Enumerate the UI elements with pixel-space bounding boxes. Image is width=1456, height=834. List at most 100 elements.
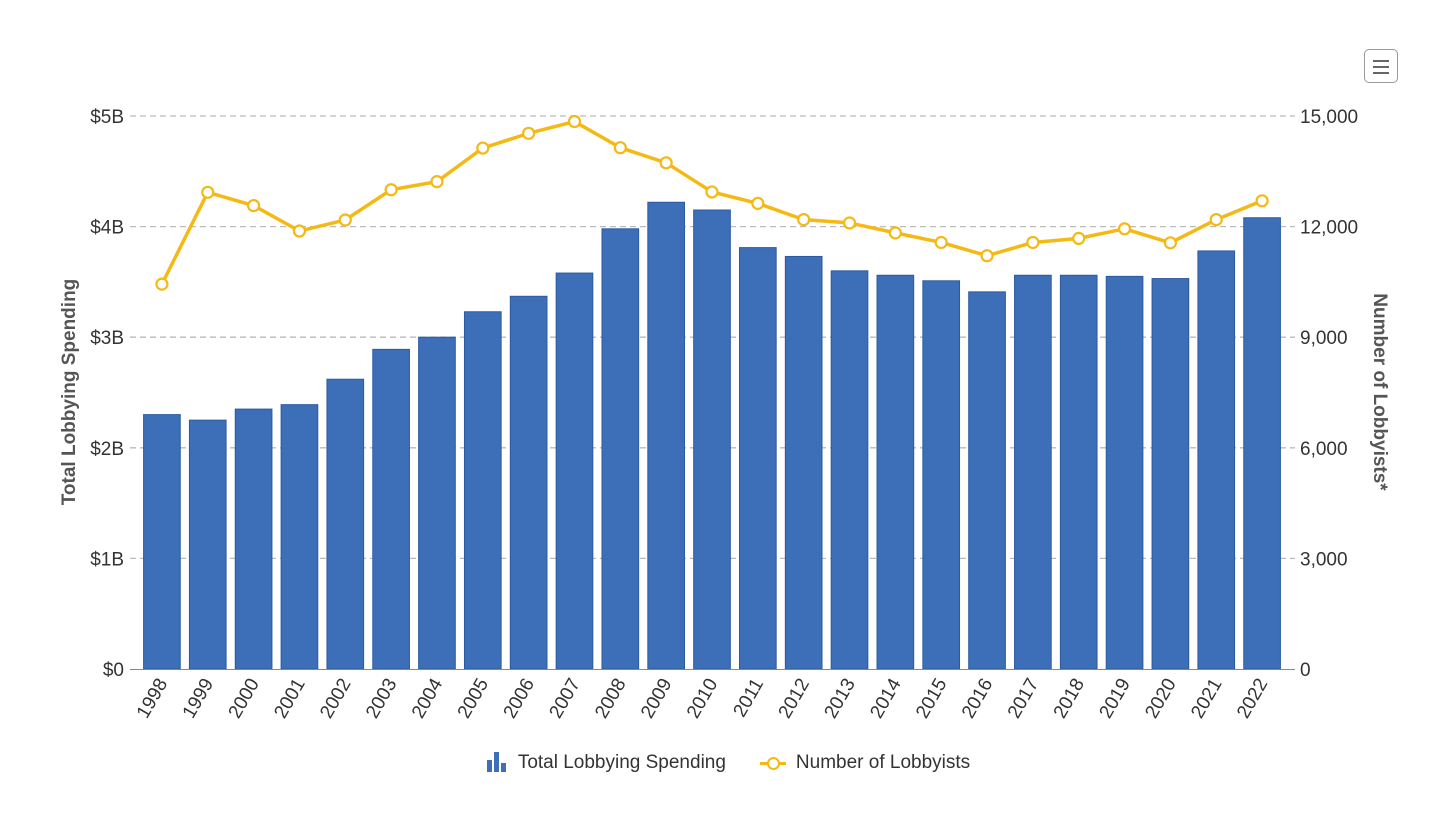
x-tick-label: 2017 (1004, 675, 1043, 722)
x-tick-label: 2012 (775, 675, 814, 722)
bar (647, 201, 685, 670)
line-point (292, 224, 307, 238)
x-tick-label: 2007 (545, 675, 584, 722)
line-point (476, 141, 490, 155)
bar (326, 378, 365, 670)
line-marker-icon (759, 752, 786, 774)
line-point (888, 226, 902, 240)
left-axis-title: Total Lobbying Spending (59, 279, 80, 506)
bar (463, 311, 502, 670)
bar (143, 414, 181, 670)
left-tick-label: $2B (90, 439, 124, 460)
x-tick-label: 2008 (591, 675, 630, 722)
x-tick-label: 2015 (912, 675, 951, 722)
bar (830, 270, 869, 670)
left-tick-label: $4B (90, 218, 124, 239)
x-tick-label: 1999 (179, 675, 218, 722)
bar (234, 408, 273, 670)
left-tick-label: $0 (103, 660, 124, 681)
right-tick-label: 15,000 (1300, 107, 1358, 128)
line-point (384, 183, 398, 197)
bar (876, 274, 915, 670)
x-tick-label: 2005 (454, 675, 493, 722)
legend-label-spending: Total Lobbying Spending (517, 752, 726, 773)
line-point (201, 185, 215, 199)
line-point (1117, 222, 1132, 236)
line-point (842, 216, 857, 230)
x-tick-label: 2014 (866, 675, 906, 722)
line-point (797, 212, 811, 227)
line-point (430, 175, 444, 189)
line-point (155, 277, 169, 291)
x-tick-label: 2003 (362, 675, 401, 722)
x-tick-label: 2009 (637, 675, 676, 722)
x-tick-label: 2011 (730, 675, 769, 721)
bar (1014, 274, 1052, 670)
x-tick-label: 2001 (270, 675, 309, 722)
x-tick-label: 2020 (1141, 675, 1180, 722)
bar (693, 209, 731, 670)
x-tick-label: 2016 (958, 675, 997, 722)
bar (1151, 278, 1190, 670)
x-tick-label: 2022 (1233, 675, 1272, 722)
legend-item-spending[interactable]: Total Lobbying Spending (486, 752, 726, 774)
left-tick-label: $5B (90, 107, 124, 128)
legend-item-lobbyists[interactable]: Number of Lobbyists (759, 752, 971, 774)
bar (1243, 217, 1281, 670)
line-point (338, 213, 352, 227)
legend-label-lobbyists: Number of Lobbyists (795, 752, 971, 773)
bar (1059, 274, 1098, 670)
bar (280, 404, 319, 670)
bar (784, 255, 823, 670)
line-point (522, 126, 536, 140)
line-point (567, 114, 582, 129)
bar (418, 336, 456, 670)
right-tick-label: 6,000 (1300, 439, 1348, 460)
bar (555, 272, 594, 670)
line-point (659, 156, 673, 170)
right-tick-label: 9,000 (1300, 328, 1348, 349)
x-tick-label: 2000 (225, 675, 264, 722)
left-tick-label: $3B (90, 328, 124, 349)
line-point (1026, 235, 1040, 250)
bar-chart-icon (486, 752, 508, 774)
spending-bars (143, 201, 1281, 670)
bar (968, 291, 1006, 670)
left-tick-label: $1B (90, 549, 124, 570)
line-point (1163, 236, 1178, 250)
right-axis-title: Number of Lobbyists* (1369, 293, 1390, 491)
line-point (751, 196, 765, 210)
x-tick-label: 2002 (316, 675, 355, 722)
legend: Total Lobbying Spending Number of Lobbyi… (0, 752, 1456, 774)
line-point (980, 249, 994, 263)
bar (188, 419, 227, 670)
bar (922, 280, 961, 670)
line-point (613, 141, 627, 155)
right-tick-label: 3,000 (1300, 549, 1348, 570)
right-tick-label: 0 (1300, 660, 1311, 681)
bar (372, 348, 410, 670)
x-tick-label: 2010 (683, 675, 722, 722)
line-point (705, 185, 719, 199)
bar (509, 295, 548, 670)
line-point (1209, 212, 1223, 227)
x-tick-label: 2013 (821, 675, 860, 722)
x-tick-label: 2019 (1096, 675, 1135, 722)
chart-menu-button[interactable] (1364, 49, 1398, 83)
line-point (247, 198, 261, 213)
line-point (1072, 231, 1086, 245)
bar (1105, 275, 1144, 670)
x-tick-label: 1998 (133, 675, 172, 722)
x-tick-label: 2021 (1187, 675, 1226, 722)
line-point (1255, 194, 1269, 208)
x-tick-label: 2004 (408, 675, 448, 722)
bar (601, 228, 640, 670)
x-tick-label: 2018 (1050, 675, 1089, 722)
bar (739, 247, 777, 670)
lobbyists-line (155, 114, 1269, 291)
bar (1197, 250, 1236, 670)
x-tick-label: 2006 (500, 675, 539, 722)
right-tick-label: 12,000 (1300, 218, 1358, 239)
line-point (934, 235, 948, 250)
